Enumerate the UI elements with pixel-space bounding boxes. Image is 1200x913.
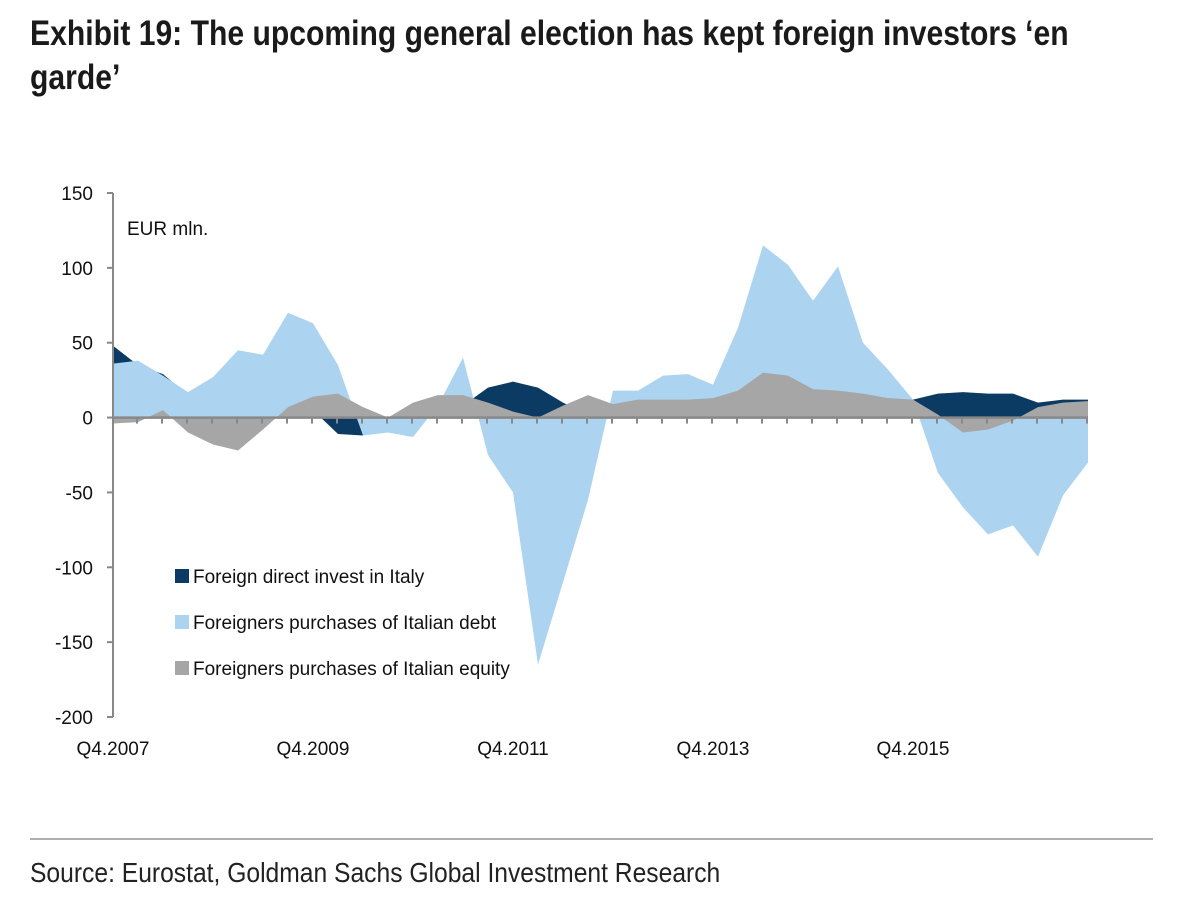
- y-tick-label: 50: [72, 334, 93, 355]
- y-tick-label: 0: [82, 409, 93, 430]
- y-tick-label: 150: [61, 184, 93, 205]
- x-tick-label: Q4.2013: [677, 739, 750, 760]
- x-tick-label: Q4.2009: [277, 739, 350, 760]
- legend-swatch-2: [175, 661, 189, 675]
- legend-swatch-0: [175, 569, 189, 583]
- legend-label-1: Foreigners purchases of Italian debt: [193, 613, 497, 634]
- y-tick-label: -150: [55, 633, 93, 654]
- y-tick-label: -100: [55, 558, 93, 579]
- x-tick-label: Q4.2007: [77, 739, 150, 760]
- legend-swatch-1: [175, 615, 189, 629]
- x-tick-label: Q4.2015: [877, 739, 950, 760]
- y-tick-label: 100: [61, 259, 93, 280]
- source-note: Source: Eurostat, Goldman Sachs Global I…: [30, 857, 721, 888]
- series-area-1: [113, 245, 1088, 665]
- y-axis-unit-label: EUR mln.: [127, 219, 208, 240]
- y-tick-label: -50: [66, 483, 93, 504]
- x-tick-label: Q4.2011: [477, 739, 548, 760]
- legend-label-0: Foreign direct invest in Italy: [193, 567, 425, 588]
- series-area-2: [113, 372, 1088, 451]
- legend-label-2: Foreigners purchases of Italian equity: [193, 659, 510, 680]
- y-tick-label: -200: [55, 708, 93, 729]
- chart-title: Exhibit 19: The upcoming general electio…: [30, 14, 1069, 97]
- divider: [30, 838, 1153, 840]
